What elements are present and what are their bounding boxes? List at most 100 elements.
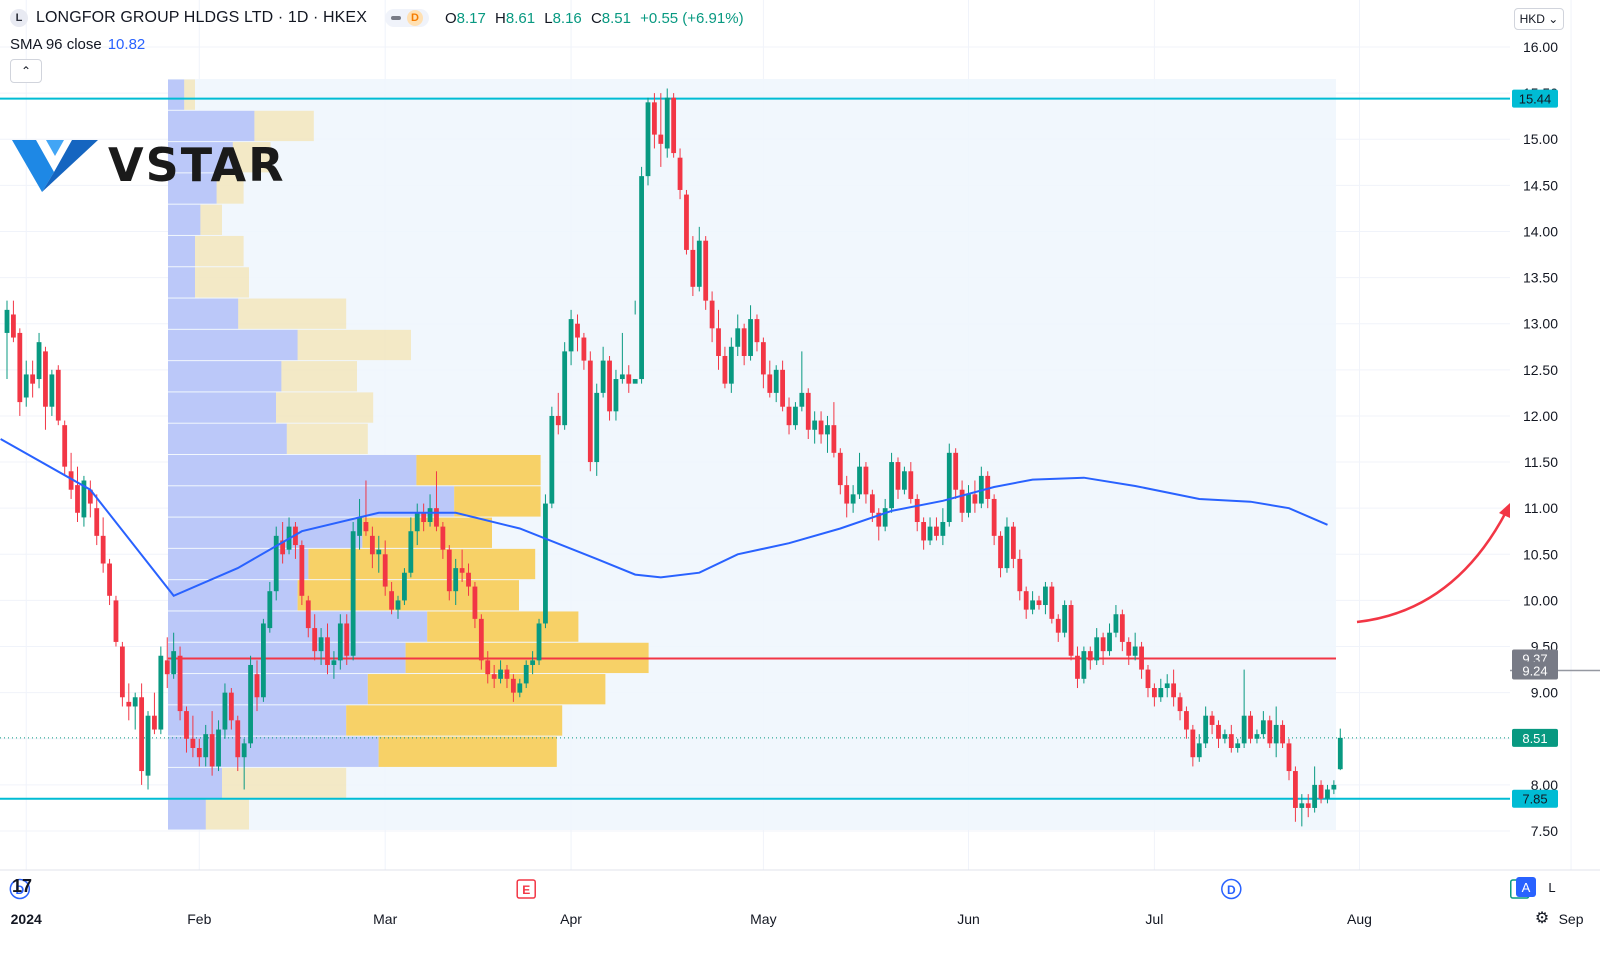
open-value: 8.17: [456, 9, 486, 27]
candle: [921, 517, 927, 550]
candle: [760, 337, 766, 389]
candle-body: [55, 369, 61, 421]
vp-bar-yellow: [427, 611, 579, 642]
symbol-title[interactable]: LONGFOR GROUP HLDGS LTD · 1D · HKEX: [36, 9, 367, 26]
candle: [639, 166, 644, 384]
candle: [741, 323, 747, 366]
candle: [671, 93, 677, 158]
candle: [664, 88, 670, 158]
candle: [196, 738, 202, 767]
candle: [145, 711, 151, 790]
candle-body: [812, 420, 818, 430]
collapse-legend-button[interactable]: ⌃: [10, 59, 42, 83]
price-tick-label: 12.50: [1523, 362, 1558, 378]
price-tick-label: 13.00: [1523, 316, 1558, 332]
candle-body: [773, 369, 779, 393]
gear-icon[interactable]: ⚙: [1534, 910, 1550, 927]
candle: [459, 549, 465, 582]
candle-body: [1055, 618, 1061, 633]
log-scale-button[interactable]: L: [1548, 879, 1556, 895]
candle-body: [684, 194, 689, 250]
price-label-bg: [1512, 789, 1558, 808]
candle: [94, 494, 100, 546]
candle-body: [716, 328, 721, 356]
candle: [754, 314, 760, 352]
candle-body: [100, 535, 106, 564]
candle: [1280, 720, 1285, 748]
vp-bar-blue: [168, 298, 239, 329]
candle: [1094, 628, 1100, 665]
candle: [1305, 794, 1311, 818]
price-tick-label: 10.50: [1523, 546, 1558, 562]
candle-body: [36, 342, 42, 380]
candle: [799, 351, 805, 412]
candle: [427, 494, 433, 527]
candle-body: [273, 535, 279, 592]
candle-body: [831, 425, 837, 453]
candlesticks: [4, 88, 1343, 827]
candle: [113, 595, 119, 647]
candle-body: [139, 697, 145, 772]
time-tick-label: Apr: [560, 911, 582, 927]
candle: [337, 614, 343, 670]
candle-body: [902, 471, 907, 490]
candle-body: [1062, 605, 1068, 633]
candle: [632, 300, 638, 384]
candle: [49, 369, 55, 416]
time-axis[interactable]: 2024FebMarAprMayJunJulAugSepOct: [0, 869, 1600, 927]
candle-body: [837, 452, 843, 486]
candle-body: [312, 628, 318, 652]
candle-body: [1030, 600, 1035, 610]
candle: [1184, 706, 1189, 739]
candle-body: [504, 669, 510, 679]
candle: [446, 545, 452, 601]
candle-body: [844, 485, 850, 504]
price-tick-label: 9.00: [1531, 685, 1558, 701]
price-axis[interactable]: 16.0015.5015.0014.5014.0013.5013.0012.50…: [1512, 39, 1558, 839]
candle-body: [402, 572, 407, 601]
candle-body: [337, 623, 343, 661]
candle-body: [543, 503, 548, 624]
candle: [914, 494, 920, 532]
candle-body: [626, 374, 632, 384]
candle-body: [43, 351, 48, 407]
candle: [1068, 600, 1074, 661]
candle: [62, 420, 68, 476]
sma-legend[interactable]: SMA 96 close 10.82: [10, 36, 145, 53]
candle: [440, 522, 446, 559]
sma-label: SMA 96 close: [10, 36, 102, 53]
candle: [748, 305, 753, 361]
candle: [1293, 766, 1298, 822]
candle-body: [1126, 641, 1132, 656]
price-tick-label: 11.00: [1524, 500, 1558, 516]
candle-body: [594, 392, 600, 463]
tradingview-logo-icon[interactable]: 17: [12, 876, 33, 896]
candle: [1036, 595, 1042, 610]
candle: [1299, 794, 1305, 827]
candle-body: [408, 531, 414, 573]
candle: [1216, 720, 1221, 748]
candle-body: [786, 406, 792, 426]
candle-body: [575, 323, 580, 338]
candle: [466, 563, 471, 596]
candle: [1248, 711, 1253, 744]
symbol-logo-icon[interactable]: L: [10, 9, 28, 27]
market-status-pill[interactable]: D: [384, 9, 429, 27]
candle-body: [267, 591, 273, 629]
vp-bar-yellow: [276, 392, 374, 423]
price-label: 8.51: [1522, 731, 1547, 746]
price-tick-label: 13.50: [1523, 270, 1558, 286]
price-tick-label: 12.00: [1523, 408, 1558, 424]
currency-selector[interactable]: HKD ⌄: [1514, 8, 1564, 30]
auto-scale-button[interactable]: A: [1516, 877, 1536, 897]
price-tick-label: 8.00: [1531, 777, 1558, 793]
candle-body: [1139, 646, 1144, 670]
candle-body: [1119, 614, 1125, 642]
time-tick-label: Sep: [1559, 911, 1584, 927]
candle-body: [164, 660, 170, 675]
candle-body: [671, 97, 677, 154]
candle: [261, 618, 266, 702]
candle-body: [1222, 734, 1228, 739]
candle-body: [1068, 605, 1074, 656]
